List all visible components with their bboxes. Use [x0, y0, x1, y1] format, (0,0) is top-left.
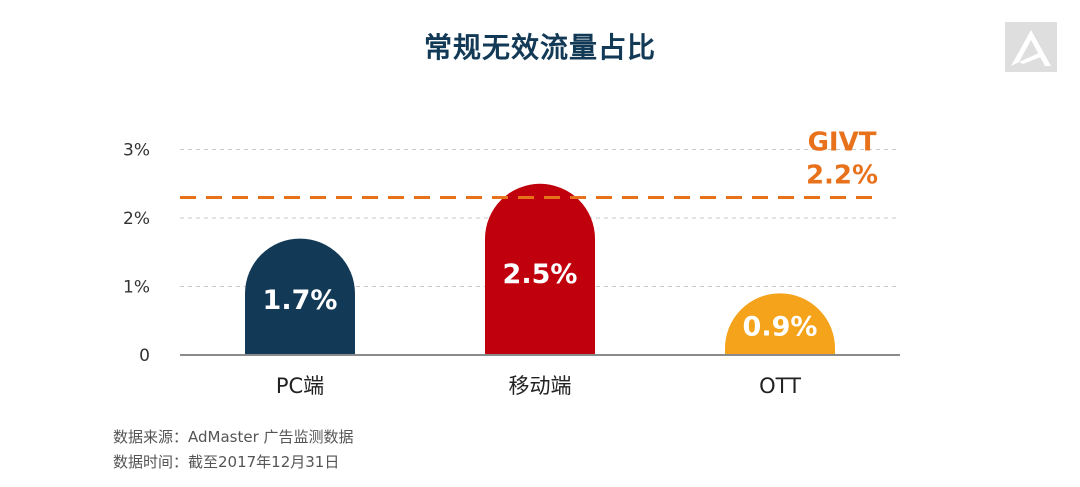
y-tick-label: 3% — [123, 141, 150, 161]
bar-1 — [245, 238, 355, 355]
bar-value-label: 0.9% — [743, 311, 818, 342]
bar-3 — [725, 293, 835, 355]
y-tick-label: 0 — [139, 346, 150, 366]
x-tick-label: OTT — [759, 374, 801, 398]
data-source-note: 数据来源：AdMaster 广告监测数据 — [113, 428, 354, 446]
y-tick-label: 1% — [123, 278, 150, 298]
bar-value-label: 2.5% — [503, 259, 578, 290]
givt-label: GIVT — [808, 127, 877, 157]
givt-value-label: 2.2% — [806, 160, 878, 190]
bar-value-label: 1.7% — [263, 285, 338, 316]
bar-2 — [485, 183, 595, 355]
x-tick-label: PC端 — [276, 374, 324, 398]
chart-title: 常规无效流量占比 — [423, 31, 656, 64]
admaster-logo-icon — [1005, 22, 1057, 72]
data-date-note: 数据时间：截至2017年12月31日 — [113, 453, 340, 471]
y-tick-label: 2% — [123, 209, 150, 229]
x-tick-label: 移动端 — [509, 374, 572, 398]
